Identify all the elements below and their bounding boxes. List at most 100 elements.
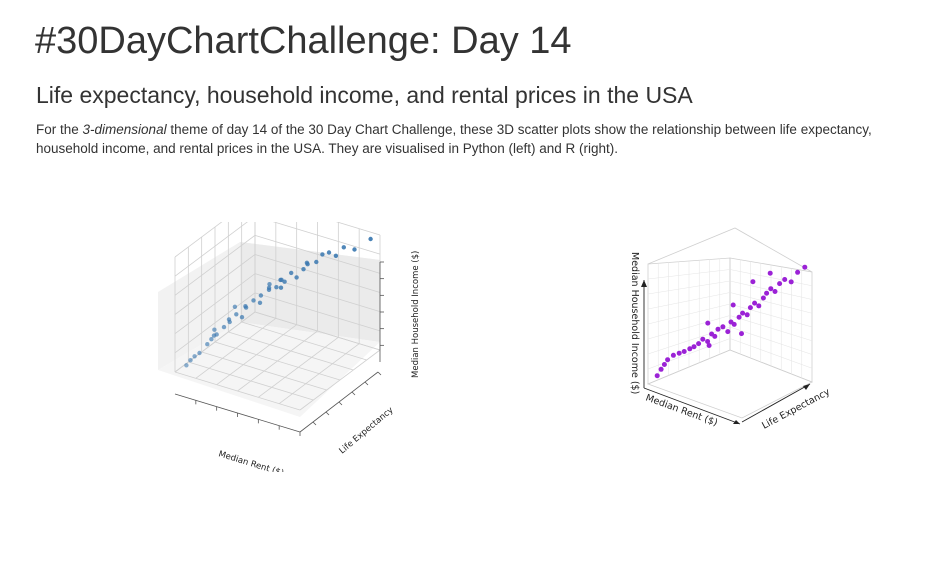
python-point — [257, 300, 263, 305]
python-ticks — [195, 261, 384, 436]
r-box — [646, 227, 813, 419]
python-xlabel: Median Rent ($) — [217, 449, 285, 472]
python-point — [251, 298, 256, 303]
python-point — [197, 350, 202, 356]
python-y-tick — [351, 391, 356, 396]
r-point — [676, 350, 682, 356]
python-point — [294, 275, 299, 280]
python-point — [258, 293, 264, 298]
r-point — [725, 329, 731, 335]
python-point — [304, 260, 310, 265]
section-title: Life expectancy, household income, and r… — [36, 82, 693, 108]
r-point — [750, 279, 756, 285]
r-point — [661, 362, 667, 367]
python-point — [267, 282, 272, 287]
description: For the 3-dimensional theme of day 14 of… — [36, 120, 916, 158]
r-point — [670, 352, 676, 358]
r-point — [795, 269, 801, 275]
r-point — [730, 302, 736, 308]
python-point — [232, 304, 238, 309]
r-x-arrow — [733, 420, 740, 424]
python-scatter-svg: Median Rent ($) Life Expectancy Median H… — [158, 196, 421, 479]
python-point — [274, 285, 279, 290]
r-point — [665, 357, 671, 363]
r-point — [687, 346, 693, 352]
python-point — [301, 267, 306, 272]
description-emphasis: 3-dimensional — [82, 122, 167, 137]
r-point — [700, 336, 706, 342]
python-scatter-plot: Median Rent ($) Life Expectancy Median H… — [150, 196, 440, 479]
r-z-arrow — [641, 280, 647, 287]
r-point — [681, 349, 687, 354]
python-point — [226, 317, 232, 322]
r-point — [720, 324, 726, 330]
python-point — [243, 304, 248, 309]
python-point — [205, 342, 210, 347]
r-point — [782, 277, 788, 282]
r-point — [756, 303, 762, 309]
python-point — [188, 358, 193, 363]
r-point — [760, 295, 766, 301]
python-y-tick — [312, 421, 317, 426]
r-point — [802, 264, 808, 270]
r-point — [752, 300, 758, 306]
r-point — [691, 344, 697, 350]
python-y-tick — [325, 411, 330, 416]
r-point — [715, 326, 721, 332]
r-zlabel: Median Household Income ($) — [629, 252, 640, 394]
r-points — [654, 264, 808, 379]
r-point — [654, 373, 660, 379]
description-body: theme of day 14 of the 30 Day Chart Chal… — [36, 122, 872, 156]
r-point — [772, 289, 778, 294]
r-point — [696, 341, 702, 347]
r-point — [736, 314, 742, 320]
python-point — [320, 252, 325, 257]
python-point — [266, 285, 272, 290]
python-point — [211, 333, 217, 338]
python-point — [279, 277, 284, 282]
r-point — [658, 366, 664, 372]
python-y-tick — [364, 381, 369, 386]
python-point — [212, 327, 217, 332]
r-point — [747, 305, 753, 311]
python-point — [221, 324, 227, 330]
python-y-tick — [377, 371, 382, 376]
python-points — [184, 236, 373, 368]
r-point — [767, 270, 773, 276]
r-scatter-svg: Median Rent ($) Life Expectancy Median H… — [629, 227, 832, 432]
r-point — [740, 310, 746, 316]
r-point — [764, 290, 770, 296]
r-point — [788, 279, 794, 285]
python-grid — [174, 196, 381, 411]
r-point — [739, 331, 744, 337]
r-point — [705, 339, 711, 344]
description-lead: For the — [36, 122, 83, 137]
python-point — [278, 285, 284, 290]
python-point — [326, 250, 332, 255]
r-xlabel: Median Rent ($) — [644, 392, 719, 428]
python-zlabel: Median Household Income ($) — [411, 251, 421, 378]
python-point — [209, 337, 214, 342]
python-point — [239, 315, 245, 320]
r-point — [712, 333, 718, 339]
r-point — [731, 321, 737, 327]
r-y-axis — [741, 383, 811, 423]
r-point — [768, 286, 774, 292]
python-point — [289, 270, 294, 276]
r-point — [777, 281, 783, 287]
r-point — [706, 343, 712, 348]
r-y-arrow — [803, 384, 810, 390]
python-point — [341, 245, 346, 250]
python-right-pane — [240, 242, 380, 342]
python-y-tick — [338, 401, 343, 406]
python-point — [184, 363, 189, 368]
python-point — [234, 312, 239, 317]
python-point — [192, 354, 197, 359]
r-ylabel: Life Expectancy — [760, 386, 832, 431]
r-x-axis — [643, 387, 741, 425]
python-point — [333, 253, 339, 258]
python-point — [314, 259, 319, 265]
r-scatter-plot: Median Rent ($) Life Expectancy Median H… — [620, 222, 840, 437]
python-point — [352, 247, 357, 252]
r-point — [705, 320, 711, 326]
